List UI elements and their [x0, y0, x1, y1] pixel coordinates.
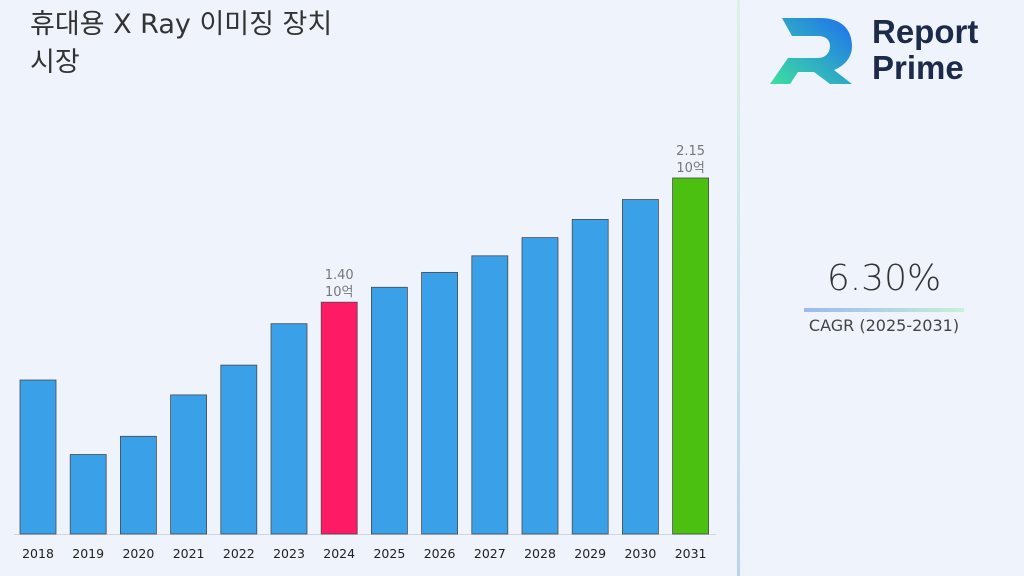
- x-tick-label-2031: 2031: [675, 546, 707, 561]
- x-tick-label-2023: 2023: [273, 546, 305, 561]
- chart-title-line1: 휴대용 X Ray 이미징 장치: [30, 9, 333, 40]
- bar-2027: [471, 255, 509, 535]
- data-label-unit-2031: 10억: [676, 161, 705, 176]
- bar-2020: [120, 435, 157, 535]
- chart-title: 휴대용 X Ray 이미징 장치 시장: [30, 6, 430, 82]
- cagr-underline: [804, 308, 964, 312]
- x-tick-label-2025: 2025: [373, 546, 405, 561]
- bar-2021: [170, 394, 208, 535]
- brand-line1: Report: [872, 13, 979, 50]
- x-tick-label-2020: 2020: [122, 546, 154, 561]
- bar-2026: [421, 271, 459, 535]
- bar-2019: [69, 454, 107, 535]
- cagr-label: CAGR (2025-2031): [808, 316, 960, 335]
- bar-2029: [571, 218, 609, 535]
- x-tick-label-2024: 2024: [323, 546, 355, 561]
- bar-2031: [672, 177, 709, 535]
- x-tick-label-2027: 2027: [474, 546, 506, 561]
- bar-2030: [622, 199, 659, 535]
- x-tick-label-2021: 2021: [173, 546, 205, 561]
- data-label-value-2031: 2.15: [676, 144, 705, 159]
- data-label-value-2024: 1.40: [325, 268, 354, 283]
- chart-title-line2: 시장: [30, 47, 80, 78]
- brand-name: Report Prime: [872, 14, 978, 86]
- bar-chart: 2018 2019 2020 2021 2022 2023 2024 2025 2026 2027…: [14, 144, 716, 561]
- bar-2018: [19, 379, 57, 535]
- x-tick-label-2018: 2018: [22, 546, 54, 561]
- x-tick-label-2019: 2019: [72, 546, 104, 561]
- x-tick-label-2029: 2029: [574, 546, 606, 561]
- bar-2024: [320, 301, 358, 535]
- data-label-unit-2024: 10억: [325, 285, 354, 300]
- brand-line2: Prime: [872, 49, 964, 86]
- x-tick-label-2026: 2026: [424, 546, 456, 561]
- x-tick-label-2030: 2030: [624, 546, 656, 561]
- x-tick-label-2028: 2028: [524, 546, 556, 561]
- bar-2022: [220, 364, 258, 535]
- cagr-value: 6.30%: [826, 258, 942, 299]
- report-prime-logo-icon: [770, 18, 852, 84]
- bar-2025: [370, 286, 408, 535]
- vertical-divider: [737, 0, 740, 576]
- bar-2028: [521, 237, 559, 535]
- bar-2023: [270, 323, 308, 535]
- x-tick-label-2022: 2022: [223, 546, 255, 561]
